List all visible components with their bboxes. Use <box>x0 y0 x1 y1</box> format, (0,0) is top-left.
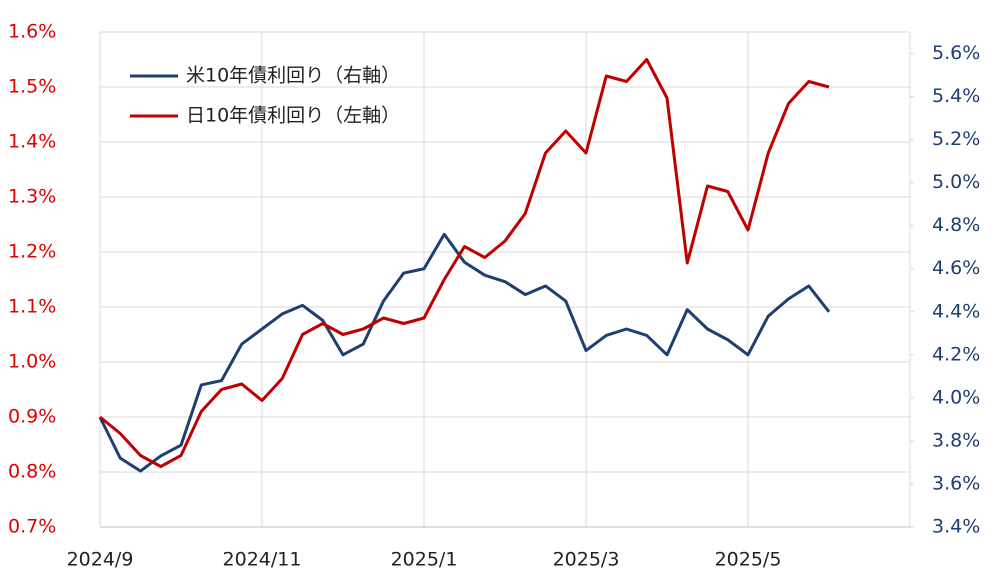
y-tick-label: 1.3% <box>8 186 56 208</box>
y-tick-label: 0.8% <box>8 461 56 483</box>
y2-tick-label: 3.8% <box>932 429 980 451</box>
y2-tick-label: 4.8% <box>932 214 980 236</box>
y2-tick-label: 4.6% <box>932 257 980 279</box>
x-tick-label: 2025/5 <box>715 549 782 571</box>
x-tick-label: 2025/1 <box>391 549 458 571</box>
y2-tick-label: 5.4% <box>932 85 980 107</box>
y2-tick-label: 3.4% <box>932 516 980 538</box>
y-tick-label: 1.6% <box>8 21 56 43</box>
y-tick-label: 1.1% <box>8 296 56 318</box>
y2-tick-label: 4.0% <box>932 386 980 408</box>
legend-label: 米10年債利回り（右軸） <box>186 65 400 87</box>
legend-label: 日10年債利回り（左軸） <box>186 105 400 127</box>
series-line <box>99 58 830 468</box>
y-tick-label: 1.2% <box>8 241 56 263</box>
y2-tick-label: 5.0% <box>932 171 980 193</box>
y2-tick-label: 4.4% <box>932 300 980 322</box>
x-tick-label: 2025/3 <box>553 549 620 571</box>
y-tick-label: 1.5% <box>8 76 56 98</box>
y-tick-label: 0.9% <box>8 406 56 428</box>
x-tick-label: 2024/11 <box>223 549 302 571</box>
y2-tick-label: 4.2% <box>932 343 980 365</box>
y2-tick-label: 5.6% <box>932 42 980 64</box>
y2-tick-label: 3.6% <box>932 472 980 494</box>
y-tick-label: 0.7% <box>8 516 56 538</box>
y-tick-label: 1.4% <box>8 131 56 153</box>
y2-tick-label: 5.2% <box>932 128 980 150</box>
y-tick-label: 1.0% <box>8 351 56 373</box>
x-tick-label: 2024/9 <box>67 549 134 571</box>
series-line <box>98 232 831 473</box>
